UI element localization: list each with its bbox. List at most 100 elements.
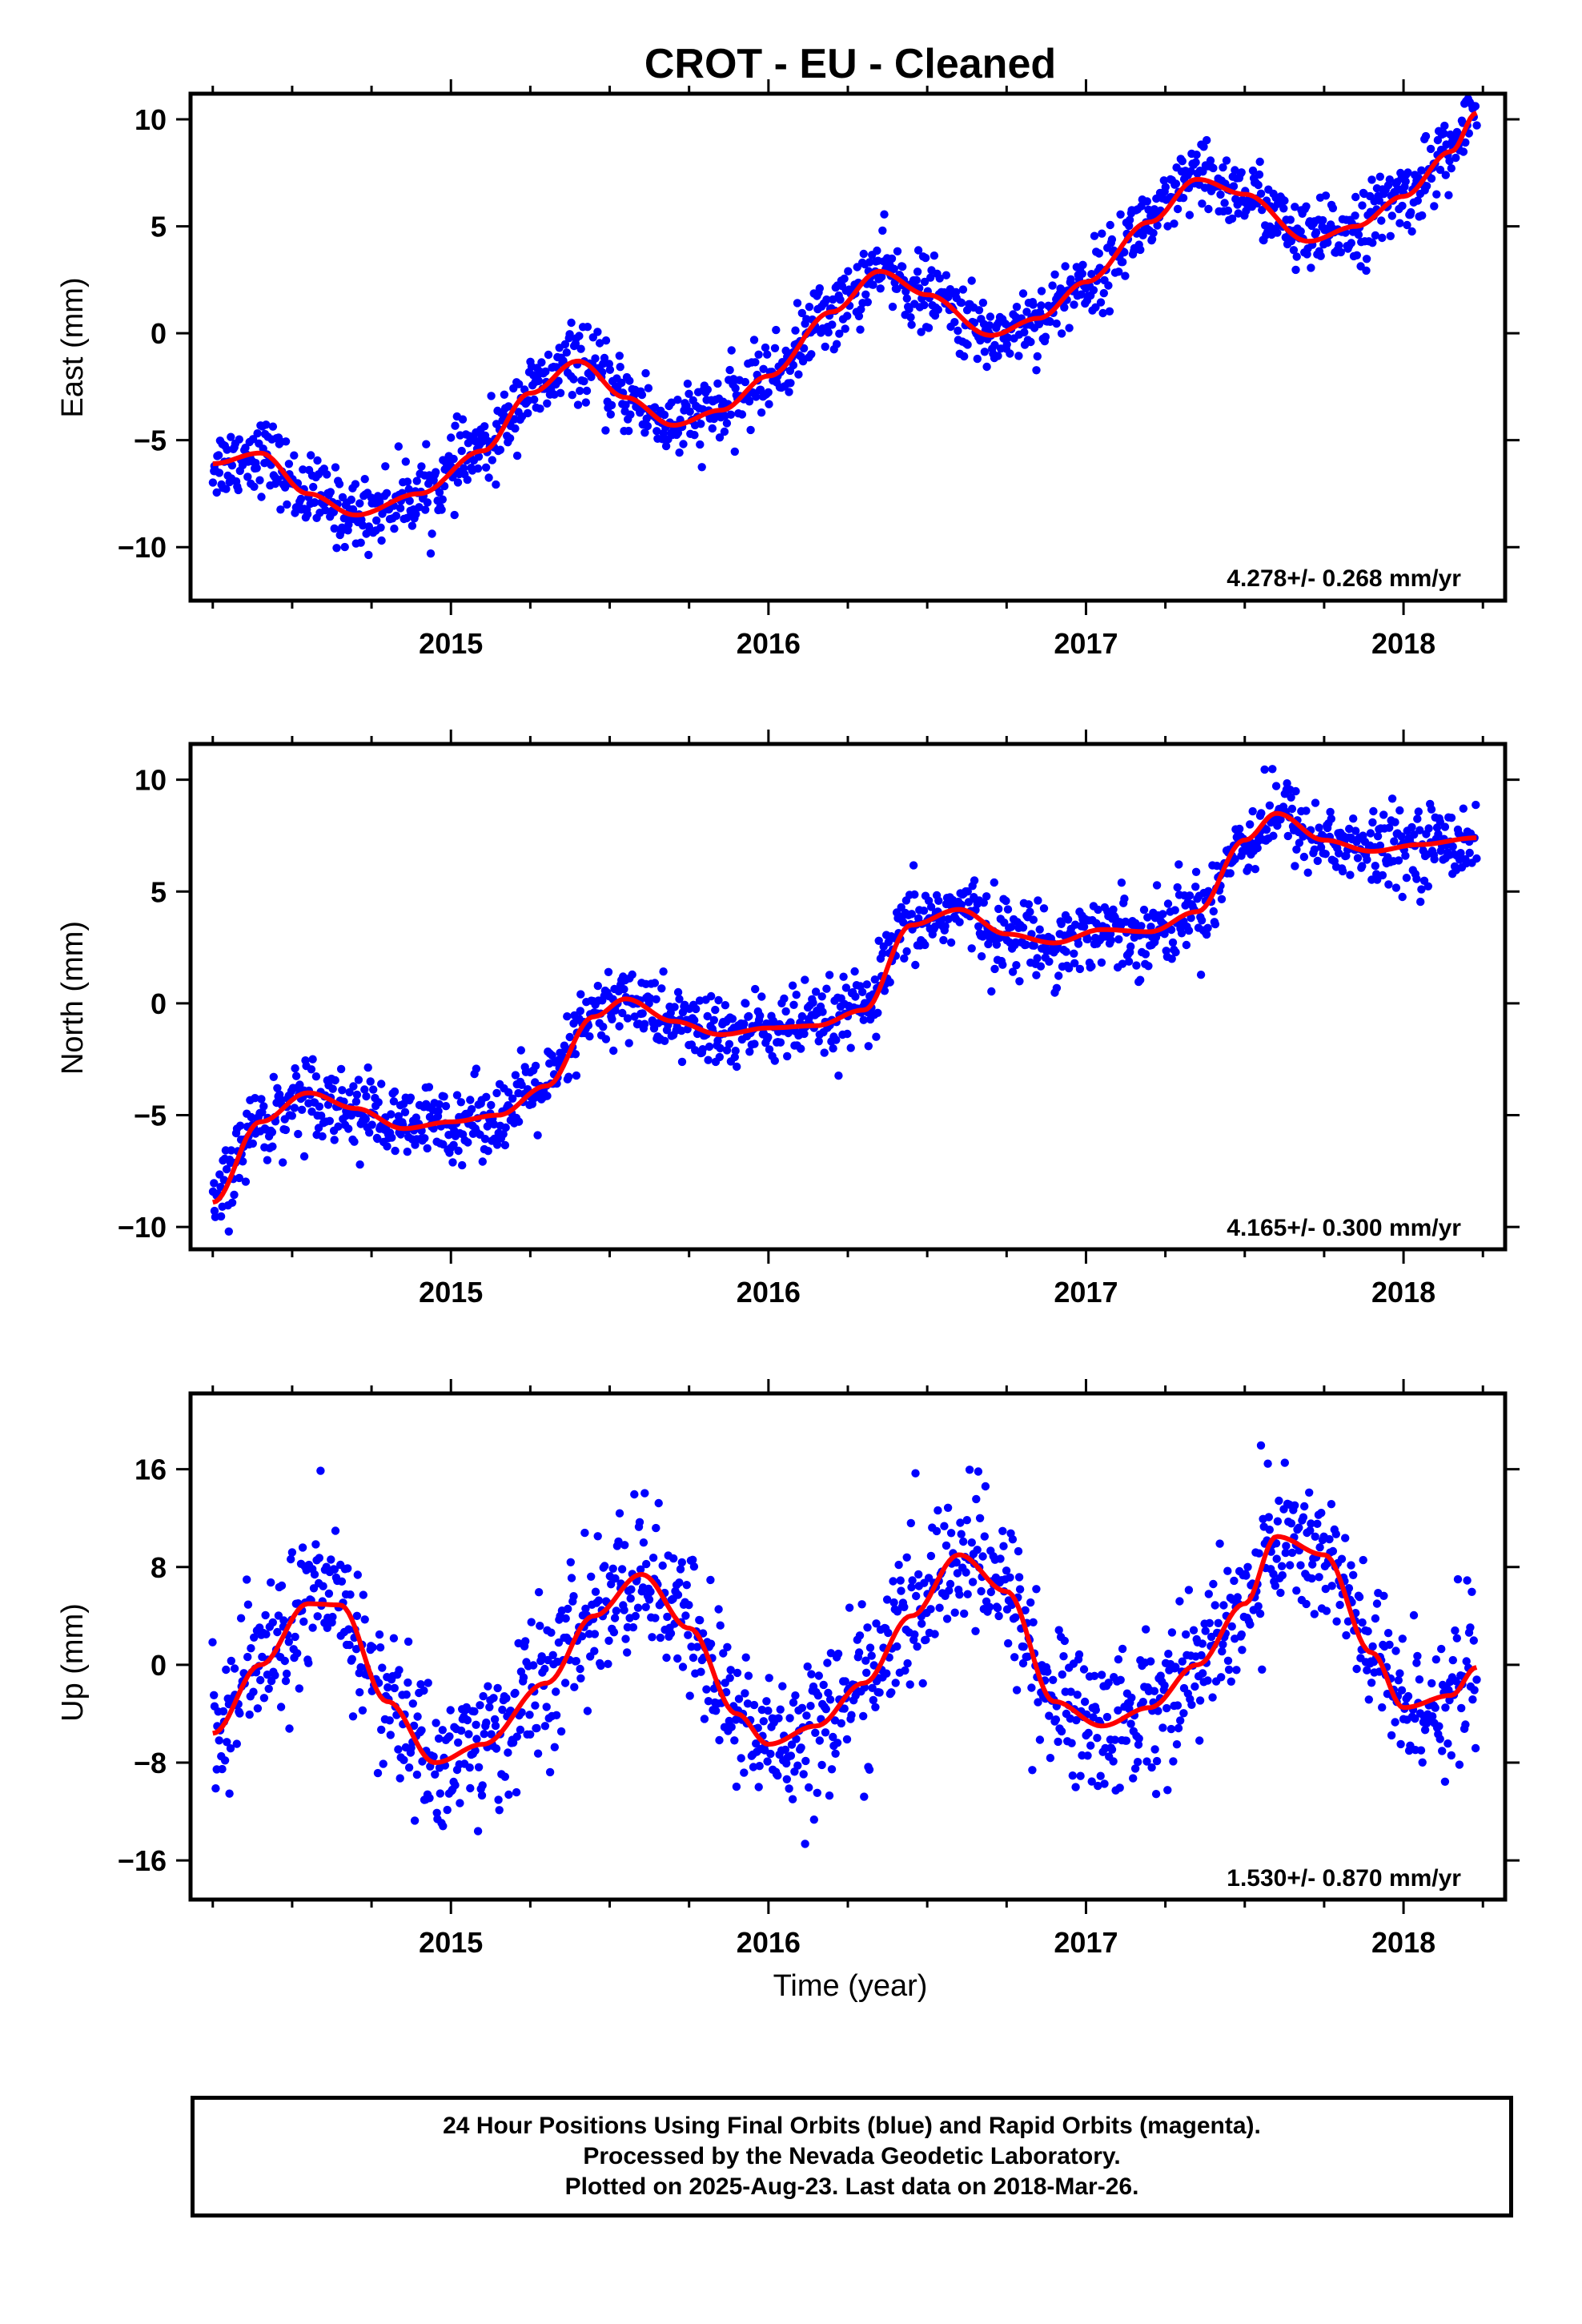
data-point [1015, 1585, 1025, 1594]
data-point [759, 364, 768, 373]
data-point [396, 1130, 405, 1139]
data-point [1291, 786, 1300, 796]
data-point [1138, 1698, 1148, 1707]
scatter-points-north [208, 765, 1481, 1236]
data-point [1422, 182, 1431, 191]
data-point [1391, 1647, 1400, 1655]
data-point [323, 1623, 331, 1633]
data-point [569, 375, 578, 384]
data-point [1090, 1671, 1099, 1680]
data-point [1417, 885, 1426, 894]
data-point [1116, 210, 1125, 219]
data-point [1018, 289, 1028, 298]
data-point [1096, 298, 1106, 307]
data-point [504, 1790, 513, 1799]
data-point [1377, 216, 1386, 225]
data-point [785, 388, 793, 396]
data-point [921, 253, 930, 263]
data-point [230, 1190, 239, 1200]
data-point [926, 1551, 936, 1561]
data-point [1054, 1626, 1063, 1634]
data-point [405, 497, 414, 505]
data-point [484, 1682, 492, 1691]
data-point [1094, 1781, 1102, 1791]
data-point [824, 1688, 833, 1698]
data-point [952, 1558, 961, 1567]
data-point [394, 442, 403, 451]
data-point [250, 1633, 259, 1642]
data-point [851, 992, 860, 1001]
data-point [483, 1122, 492, 1131]
data-point [375, 497, 384, 506]
data-point [1167, 1628, 1177, 1637]
data-point [1273, 228, 1282, 237]
data-point [897, 1586, 905, 1595]
data-point [821, 1705, 831, 1714]
data-point [825, 971, 834, 979]
data-point [454, 1738, 463, 1747]
data-point [917, 328, 926, 336]
data-point [1199, 167, 1207, 176]
data-point [410, 1816, 420, 1825]
data-point [1187, 1700, 1196, 1709]
data-point [942, 1541, 951, 1550]
data-point [487, 392, 496, 400]
data-point [456, 1726, 466, 1735]
data-point [1079, 923, 1089, 931]
data-point [545, 1767, 555, 1777]
data-point [1296, 1561, 1305, 1570]
data-point [865, 1643, 875, 1652]
data-point [644, 384, 653, 392]
data-point [1100, 1779, 1109, 1788]
data-point [990, 340, 999, 350]
data-point [826, 1649, 836, 1658]
data-point [1435, 165, 1445, 175]
data-point [1075, 964, 1085, 974]
data-point [1375, 196, 1384, 205]
data-point [859, 249, 869, 259]
data-point [731, 384, 740, 393]
data-point [1291, 862, 1299, 870]
data-point [745, 1047, 754, 1056]
data-point [973, 354, 982, 364]
data-point [1205, 1618, 1215, 1628]
data-point [719, 1649, 728, 1658]
data-point [714, 995, 723, 1005]
data-point [587, 372, 596, 381]
data-point [1435, 1735, 1444, 1743]
data-point [958, 285, 968, 294]
data-point [381, 462, 390, 471]
data-point [1391, 883, 1401, 892]
data-point [666, 1629, 676, 1638]
data-point [1378, 233, 1387, 243]
data-point [749, 1763, 758, 1771]
data-point [350, 1137, 359, 1146]
data-point [593, 1532, 602, 1541]
data-point [222, 1164, 231, 1174]
data-point [328, 1612, 337, 1622]
data-point [552, 1711, 561, 1719]
data-point [303, 509, 312, 519]
data-point [902, 947, 911, 956]
data-point [626, 410, 635, 419]
data-point [277, 1581, 287, 1590]
data-point [235, 1173, 243, 1183]
data-point [711, 1005, 720, 1015]
data-point [1036, 962, 1046, 971]
data-point [1167, 955, 1176, 963]
data-point [872, 1619, 881, 1628]
data-point [641, 1602, 650, 1612]
data-point [1163, 1786, 1172, 1795]
data-point [524, 408, 532, 418]
data-point [1311, 798, 1320, 807]
data-point [939, 935, 948, 945]
data-point [687, 1642, 696, 1651]
data-point [1331, 1530, 1341, 1538]
data-point [1237, 168, 1246, 177]
data-point [627, 1585, 636, 1594]
data-point [1286, 1561, 1295, 1570]
data-point [612, 1606, 620, 1615]
footer-line-1: 24 Hour Positions Using Final Orbits (bl… [443, 2113, 1261, 2139]
data-point [1248, 806, 1257, 816]
